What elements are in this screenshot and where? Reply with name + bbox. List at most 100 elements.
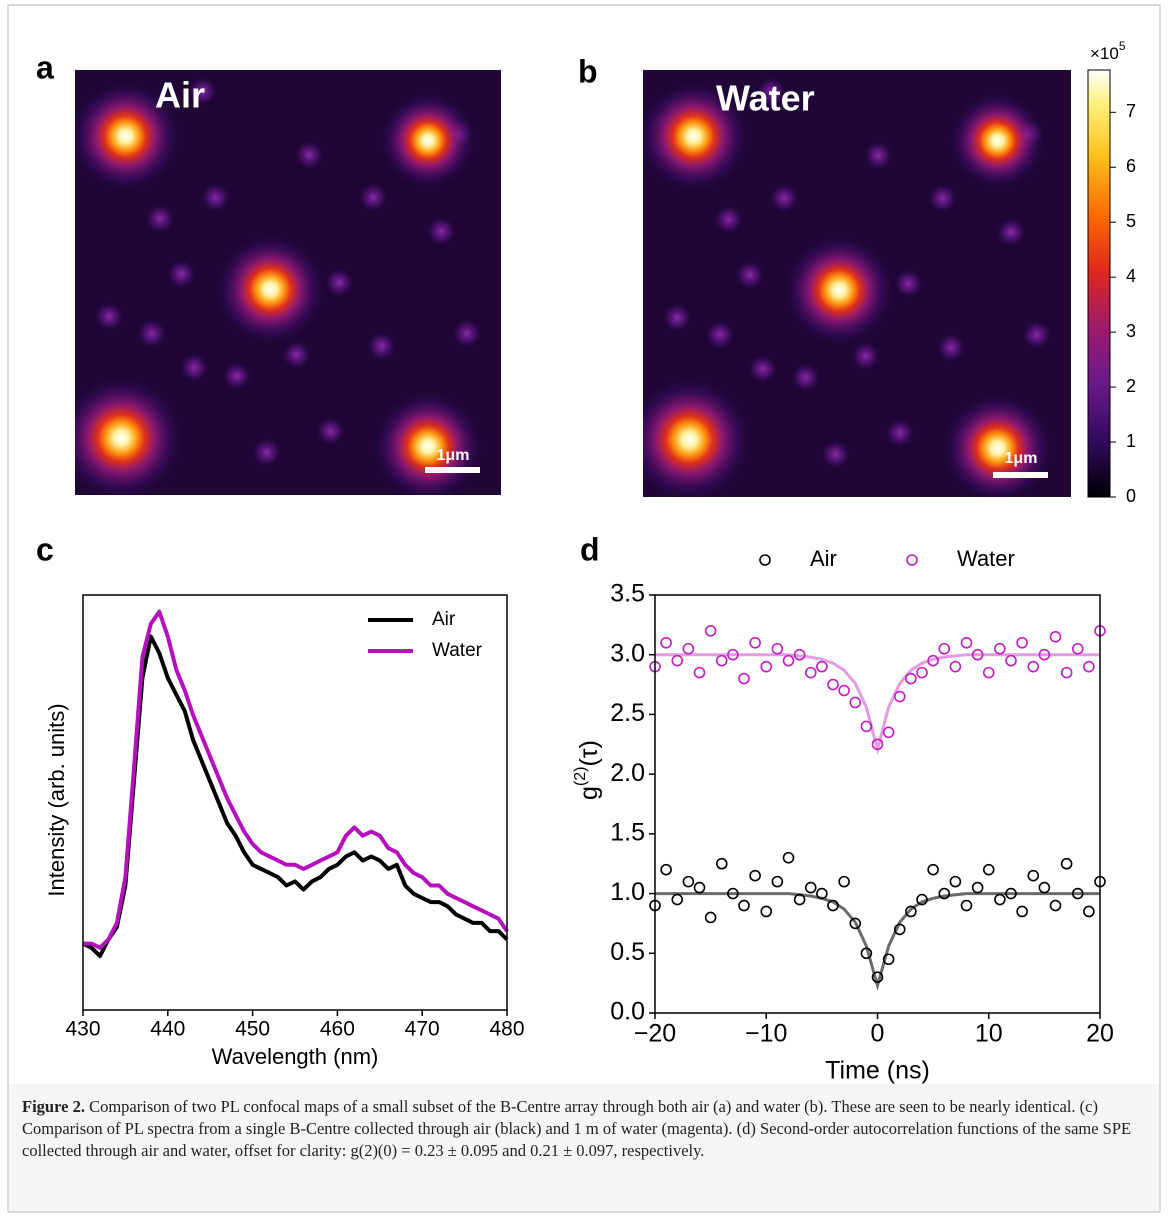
plot-frame xyxy=(654,594,1101,1014)
data-point xyxy=(749,636,761,649)
emitter xyxy=(942,393,1053,497)
data-point xyxy=(960,636,973,649)
data-point xyxy=(1027,660,1040,673)
data-point xyxy=(1083,905,1095,918)
data-point xyxy=(1027,869,1040,882)
x-axis-title: Time (ns) xyxy=(825,1057,930,1085)
data-point xyxy=(838,875,850,888)
dim-emitter xyxy=(757,77,786,106)
data-point xyxy=(949,875,962,888)
data-point xyxy=(1016,905,1028,918)
emitter xyxy=(643,81,749,192)
x-tick-label: 480 xyxy=(489,1018,524,1041)
dim-emitter xyxy=(188,77,217,106)
data-point xyxy=(1038,648,1051,661)
colorbar-tick-label: 4 xyxy=(1126,266,1136,286)
dim-emitter xyxy=(770,184,799,213)
dim-emitter xyxy=(791,363,820,392)
data-point xyxy=(804,881,817,894)
data-point xyxy=(982,863,995,876)
panel-letter: a xyxy=(36,49,54,85)
data-point xyxy=(738,899,750,912)
confocal-map-b xyxy=(643,77,1053,497)
y-title-superscript: (2) xyxy=(572,767,589,787)
data-point xyxy=(782,654,795,667)
data-point xyxy=(1005,654,1017,667)
data-point xyxy=(938,887,951,900)
dim-emitter xyxy=(252,438,281,467)
y-tick-label: 3.5 xyxy=(610,580,645,608)
data-point xyxy=(660,863,672,876)
data-point xyxy=(860,720,873,733)
caption-label: Figure 2. xyxy=(22,1097,85,1116)
legend-label: Air xyxy=(432,609,456,630)
scalebar xyxy=(425,467,480,473)
dim-emitter xyxy=(851,342,880,371)
x-tick-label: 0 xyxy=(871,1020,885,1048)
data-point xyxy=(715,857,728,870)
data-point xyxy=(727,648,739,661)
data-point xyxy=(905,905,917,918)
data-point xyxy=(938,642,951,655)
data-point xyxy=(849,917,862,930)
y-axis-title: Intensity (arb. units) xyxy=(44,703,69,896)
data-point xyxy=(994,642,1006,655)
data-point xyxy=(971,648,984,661)
multiplier-exponent: 5 xyxy=(1119,39,1126,53)
data-point xyxy=(849,696,862,709)
dim-emitter xyxy=(736,260,764,289)
data-point xyxy=(916,893,928,906)
y-tick-label: 1.5 xyxy=(610,818,645,846)
dim-emitter xyxy=(885,418,914,447)
dim-emitter xyxy=(325,268,354,297)
y-tick-label: 3.0 xyxy=(610,639,645,667)
data-point xyxy=(771,875,784,888)
figure-border xyxy=(7,4,1161,1213)
colorbar-tick-label: 5 xyxy=(1126,211,1136,231)
emitter xyxy=(949,92,1046,189)
data-point xyxy=(671,654,684,667)
dim-emitter xyxy=(367,332,396,361)
data-point xyxy=(905,672,917,685)
data-point xyxy=(982,666,995,679)
dim-emitter xyxy=(748,354,777,383)
confocal-map-a xyxy=(75,77,484,495)
emitter xyxy=(784,235,895,346)
data-point xyxy=(771,642,784,655)
data-point xyxy=(994,893,1006,906)
scalebar-label: 1μm xyxy=(1005,450,1038,467)
data-point xyxy=(838,684,850,697)
data-point xyxy=(927,863,939,876)
y-tick-label: 0.5 xyxy=(610,938,645,966)
y-tick-label: 0.0 xyxy=(610,998,645,1026)
dim-emitter xyxy=(928,184,957,213)
data-point xyxy=(882,953,895,966)
dim-emitter xyxy=(894,269,923,298)
x-tick-label: 20 xyxy=(1086,1020,1114,1048)
caption-background xyxy=(9,1084,1159,1211)
data-point xyxy=(893,690,906,703)
data-point xyxy=(1060,857,1073,870)
data-point xyxy=(760,660,773,673)
dim-emitter xyxy=(706,320,735,349)
colorbar-tick-label: 6 xyxy=(1126,156,1136,176)
dim-emitter xyxy=(663,303,692,332)
spectrum-line xyxy=(83,609,509,950)
figure-caption: Figure 2. Comparison of two PL confocal … xyxy=(22,1096,1146,1162)
colorbar-tick-label: 2 xyxy=(1126,376,1136,396)
data-point xyxy=(1049,630,1062,643)
colorbar-multiplier: ×105 xyxy=(1090,39,1126,63)
dim-emitter xyxy=(1022,320,1051,349)
dim-emitter xyxy=(201,183,230,212)
x-tick-label: −20 xyxy=(634,1020,676,1048)
x-tick-label: 440 xyxy=(150,1018,185,1041)
data-point xyxy=(715,654,728,667)
dim-emitter xyxy=(137,319,166,348)
data-point xyxy=(1060,666,1073,679)
data-point xyxy=(1083,660,1095,673)
x-tick-label: −10 xyxy=(745,1020,787,1048)
data-point xyxy=(1005,887,1017,900)
data-point xyxy=(916,666,928,679)
spectrum-line xyxy=(82,634,509,958)
